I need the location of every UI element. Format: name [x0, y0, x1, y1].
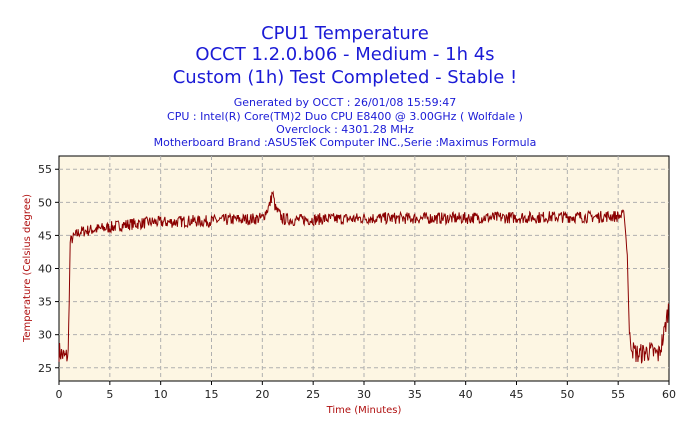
- y-tick-label: 25: [38, 362, 52, 375]
- y-axis-label: Temperature (Celsius degree): [22, 194, 33, 343]
- info-motherboard: Motherboard Brand :ASUSTeK Computer INC.…: [154, 136, 537, 149]
- chart-info: Generated by OCCT : 26/01/08 15:59:47 CP…: [154, 96, 537, 149]
- y-tick-label: 55: [38, 163, 52, 176]
- x-tick-label: 35: [408, 388, 422, 401]
- y-tick-label: 35: [38, 296, 52, 309]
- x-tick-label: 50: [560, 388, 574, 401]
- x-axis-ticks: 0 5 10 15 20 25 30 35 40 45 50 55 60: [56, 381, 676, 401]
- x-tick-label: 0: [56, 388, 63, 401]
- x-tick-label: 15: [205, 388, 219, 401]
- y-tick-label: 50: [38, 196, 52, 209]
- x-tick-label: 45: [510, 388, 524, 401]
- info-cpu: CPU : Intel(R) Core(TM)2 Duo CPU E8400 @…: [167, 110, 523, 123]
- chart-titles: CPU1 Temperature OCCT 1.2.0.b06 - Medium…: [173, 23, 518, 88]
- x-tick-label: 10: [154, 388, 168, 401]
- chart-title-line-3: Custom (1h) Test Completed - Stable !: [173, 67, 518, 88]
- x-tick-label: 20: [255, 388, 269, 401]
- chart-title-line-1: CPU1 Temperature: [261, 23, 429, 44]
- info-overclock: Overclock : 4301.28 MHz: [276, 123, 414, 136]
- x-axis-label: Time (Minutes): [326, 405, 402, 416]
- series-layer: [58, 190, 670, 364]
- x-tick-label: 55: [611, 388, 625, 401]
- series-line-0: [58, 190, 670, 364]
- x-tick-label: 30: [357, 388, 371, 401]
- chart-title-line-2: OCCT 1.2.0.b06 - Medium - 1h 4s: [195, 44, 494, 65]
- y-axis-ticks: 25 30 35 40 45 50 55: [38, 163, 59, 375]
- info-generated: Generated by OCCT : 26/01/08 15:59:47: [234, 96, 457, 109]
- x-tick-label: 25: [306, 388, 320, 401]
- x-tick-label: 40: [459, 388, 473, 401]
- grid-lines: [59, 156, 669, 381]
- x-tick-label: 60: [662, 388, 676, 401]
- x-tick-label: 5: [106, 388, 113, 401]
- y-tick-label: 40: [38, 263, 52, 276]
- y-tick-label: 30: [38, 329, 52, 342]
- y-tick-label: 45: [38, 229, 52, 242]
